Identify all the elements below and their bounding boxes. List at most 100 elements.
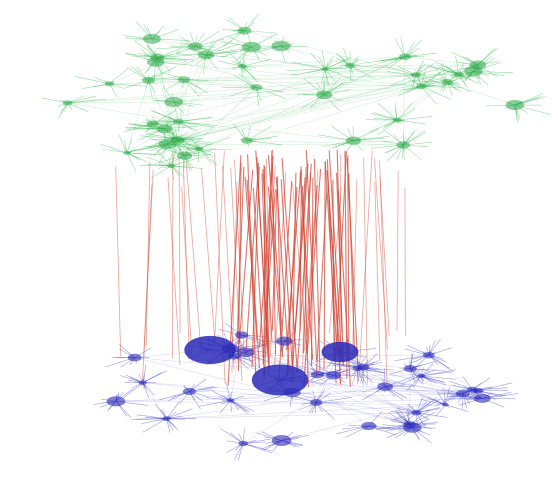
top-edge	[292, 61, 326, 70]
top-hub-node	[187, 42, 203, 51]
top-edge	[321, 69, 326, 84]
bottom-edge	[142, 370, 167, 383]
top-edge	[178, 116, 213, 122]
top-edge	[126, 80, 149, 153]
interlayer-link	[255, 150, 270, 367]
bottom-hub-node	[138, 380, 147, 385]
bottom-hub-node	[455, 389, 470, 398]
top-edge	[148, 74, 459, 81]
bottom-edge	[317, 374, 417, 413]
top-hub-node	[142, 76, 155, 84]
bottom-edge	[131, 418, 167, 420]
interlayer-link	[348, 173, 356, 354]
top-hub-node	[345, 136, 362, 145]
bottom-edge	[166, 386, 386, 419]
interlayer-link	[306, 168, 322, 354]
bottom-edge	[243, 366, 364, 444]
bottom-edge	[166, 404, 446, 419]
top-edge	[109, 83, 147, 87]
top-edge	[396, 81, 448, 121]
top-edge	[183, 79, 257, 88]
bottom-edge	[225, 381, 231, 401]
top-edge	[100, 143, 128, 154]
bottom-edge	[230, 400, 250, 413]
top-edge	[118, 133, 128, 153]
bottom-hub-node	[226, 398, 235, 403]
top-edge	[148, 80, 257, 88]
interlayer-link	[313, 158, 321, 371]
top-edge	[126, 64, 478, 153]
top-hub-node	[176, 151, 193, 160]
top-edge	[74, 76, 110, 85]
bottom-edge	[445, 404, 469, 412]
top-hub-node	[241, 137, 253, 144]
bottom-edge	[209, 349, 417, 413]
bottom-edge	[400, 375, 422, 385]
top-edge	[67, 95, 97, 104]
bottom-edge	[279, 379, 463, 394]
bottom-edge	[234, 355, 463, 394]
bottom-edge	[292, 366, 364, 393]
top-hub-node	[147, 57, 165, 67]
interlayer-link	[324, 160, 337, 344]
bottom-edge	[230, 348, 422, 377]
top-hub-node	[469, 60, 487, 70]
interlayer-link	[296, 163, 312, 373]
bottom-edge	[243, 443, 273, 454]
top-edge	[177, 79, 185, 141]
top-edge	[178, 121, 354, 141]
bottom-hub-node	[417, 373, 426, 379]
bottom-edge	[142, 382, 150, 399]
top-edge	[321, 49, 326, 70]
top-hub-node	[123, 150, 131, 155]
top-edge	[150, 165, 172, 179]
top-edge	[164, 46, 252, 129]
top-edge	[403, 56, 406, 146]
top-edge	[178, 121, 214, 128]
top-hub-node	[316, 90, 333, 100]
top-edge	[256, 87, 287, 100]
top-edge	[174, 64, 478, 139]
top-edge	[150, 110, 179, 122]
bottom-hub-node	[235, 331, 249, 339]
bottom-edge	[142, 364, 147, 383]
bottom-edge	[428, 355, 473, 390]
top-edge	[164, 86, 422, 129]
interlayer-link	[374, 158, 388, 350]
bottom-edge	[333, 375, 422, 377]
top-hub-node	[410, 72, 421, 78]
top-edge	[404, 56, 478, 66]
bottom-edge	[416, 412, 448, 418]
top-edge	[349, 56, 405, 66]
top-edge	[183, 64, 478, 80]
bottom-hub-node	[162, 416, 172, 421]
bottom-hub-node	[361, 421, 377, 431]
interlayer-link	[238, 169, 254, 344]
bottom-edge	[357, 368, 479, 392]
top-edge	[342, 47, 351, 66]
bottom-edge	[357, 368, 413, 428]
bottom-hub-node	[182, 387, 196, 396]
bottom-edge	[316, 398, 483, 403]
bottom-edge	[406, 375, 422, 391]
top-edge	[151, 38, 207, 56]
top-edge	[390, 74, 416, 86]
top-layer-hubs	[62, 26, 525, 169]
bottom-edge	[281, 393, 463, 441]
top-edge	[310, 52, 326, 70]
bottom-hub-node	[411, 409, 422, 416]
interlayer-link	[214, 150, 225, 342]
interlayer-link	[274, 171, 287, 366]
top-edge	[324, 68, 336, 82]
top-edge	[373, 112, 398, 121]
bottom-hub-node	[377, 382, 393, 392]
top-edge	[198, 148, 212, 164]
bottom-hub-node	[423, 352, 435, 359]
top-hub-node	[416, 83, 427, 90]
bottom-edge	[292, 389, 473, 393]
top-edge	[424, 64, 459, 75]
top-hub-node	[238, 63, 247, 69]
bottom-edge	[166, 401, 180, 419]
top-edge	[178, 121, 214, 126]
top-edge	[228, 52, 243, 67]
